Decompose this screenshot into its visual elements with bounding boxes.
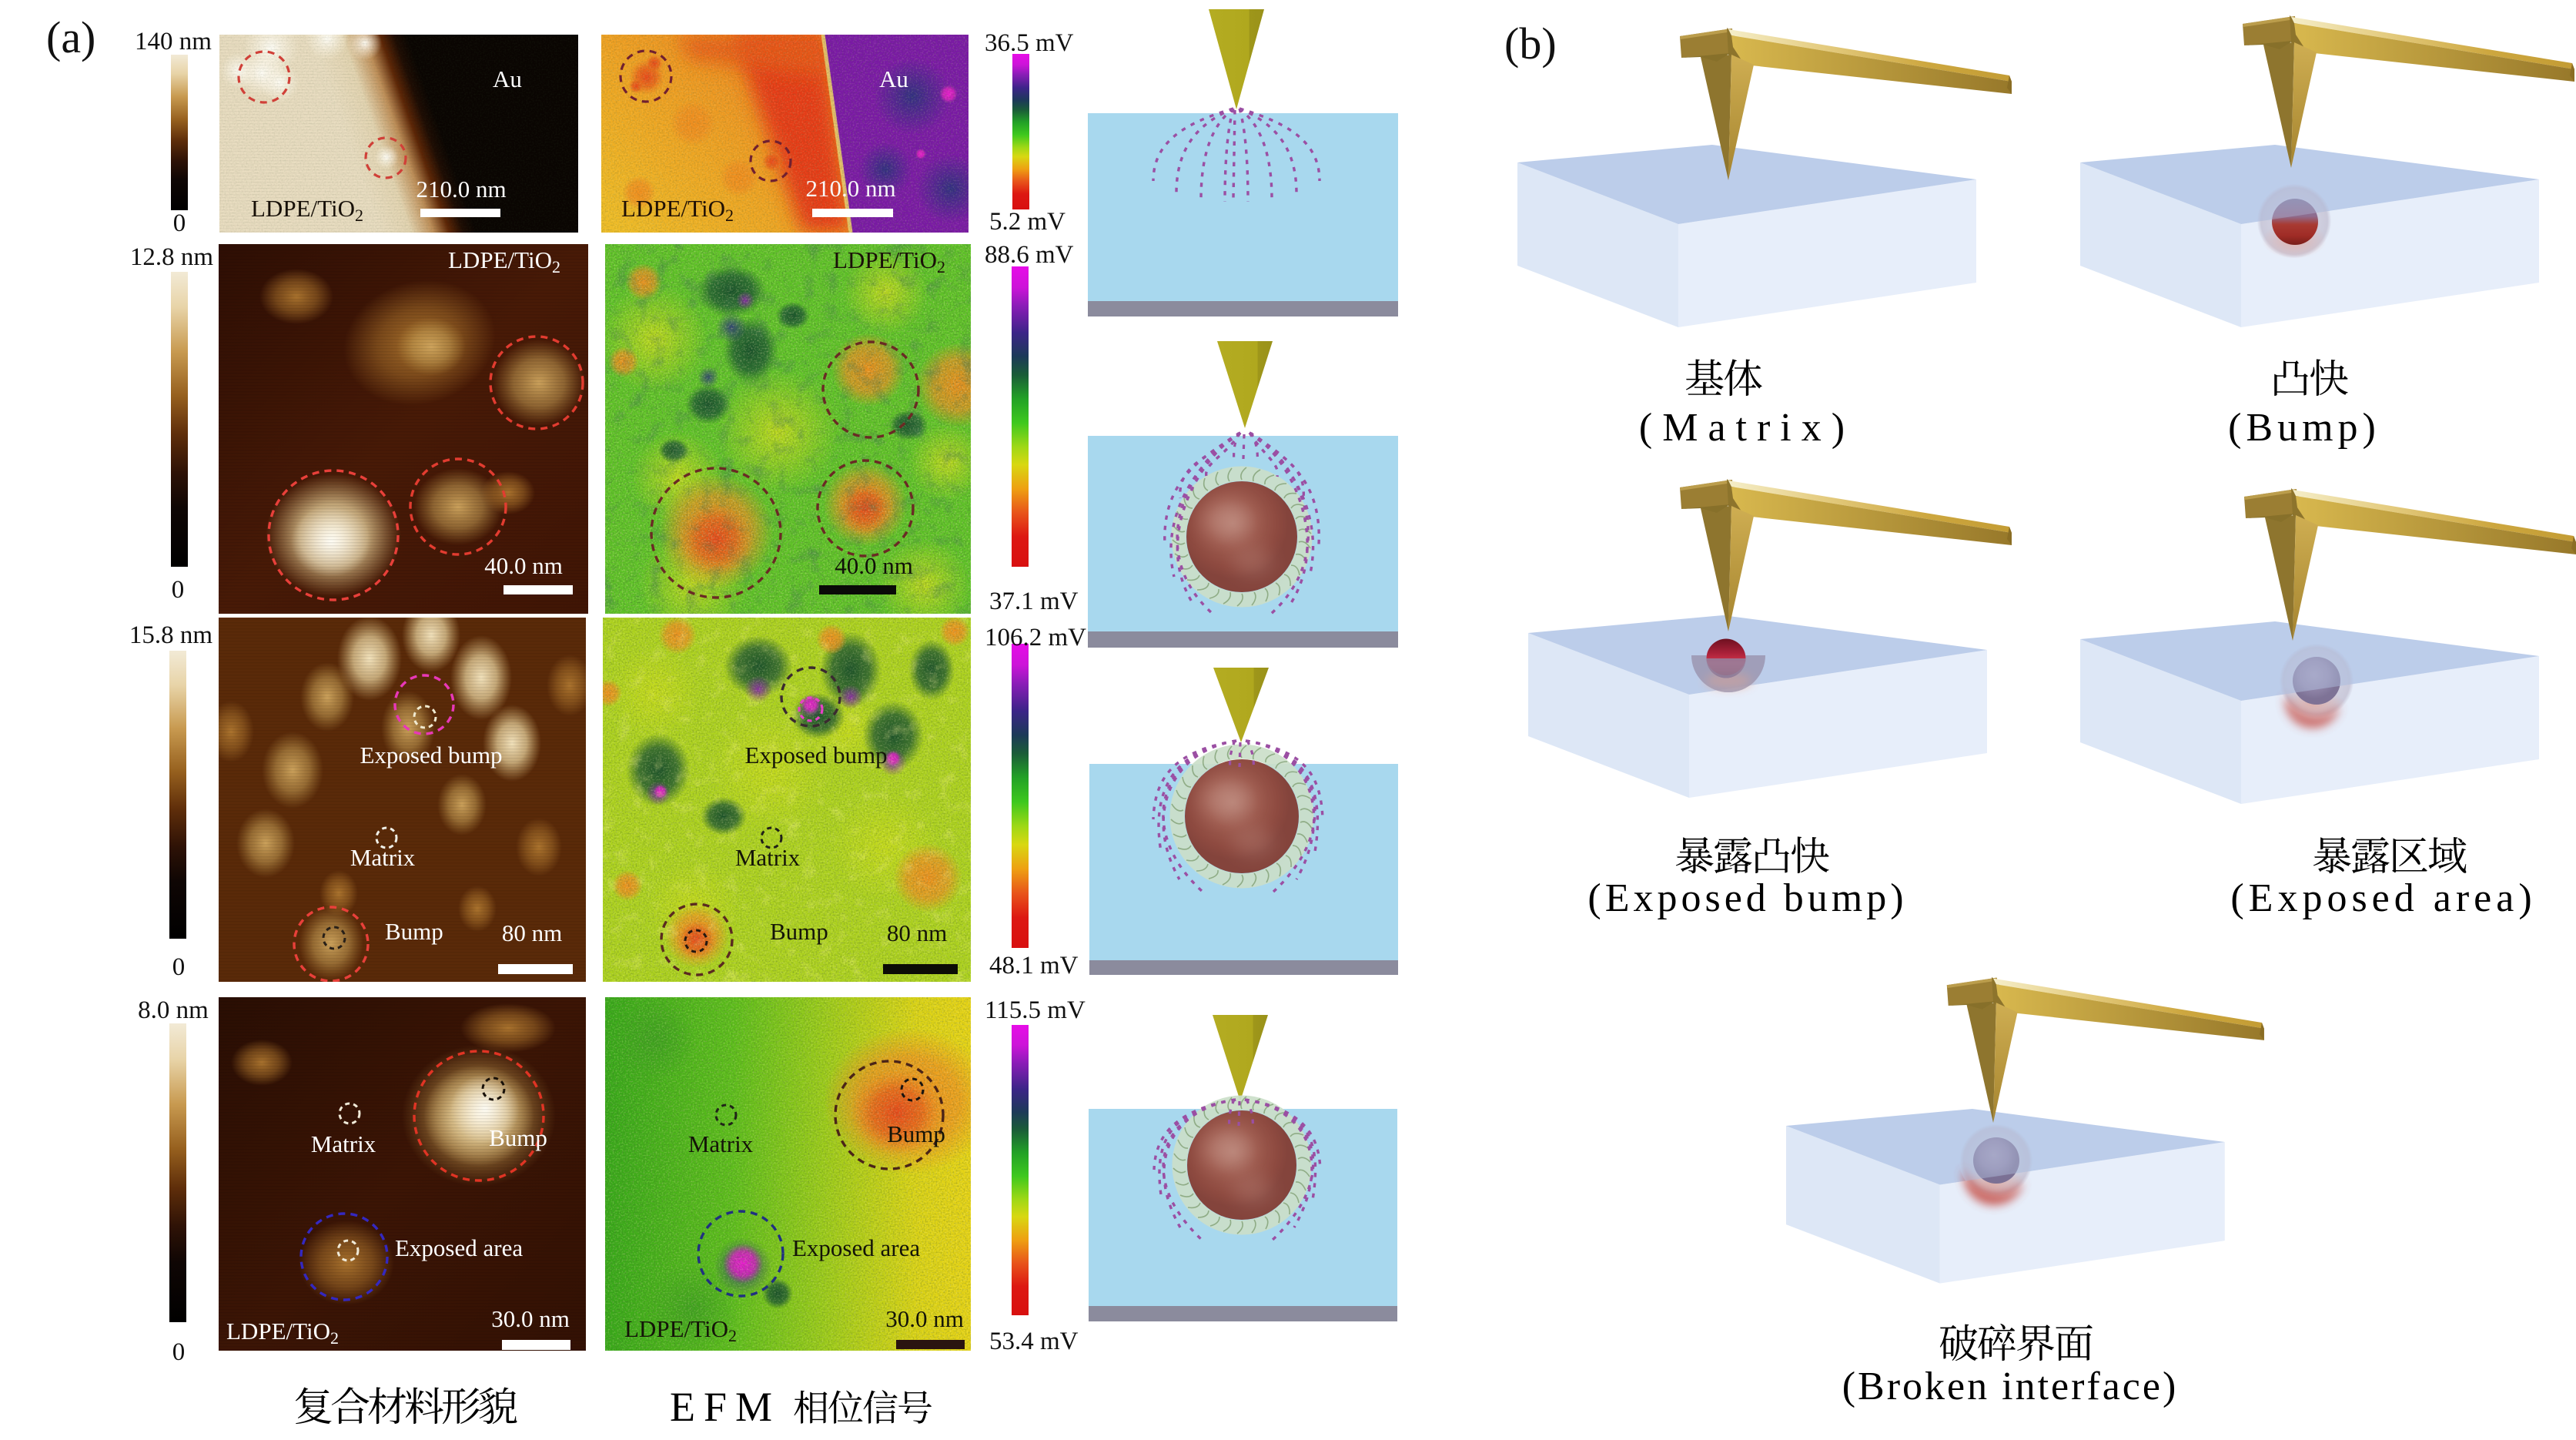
svg-text:LDPE/TiO2: LDPE/TiO2	[624, 1315, 737, 1345]
svg-text:40.0 nm: 40.0 nm	[484, 552, 563, 579]
svg-text:Exposed bump: Exposed bump	[744, 742, 887, 769]
svg-text:(a): (a)	[46, 12, 95, 62]
svg-text:0: 0	[172, 576, 185, 604]
svg-text:48.1 mV: 48.1 mV	[989, 952, 1079, 980]
svg-text:LDPE/TiO2: LDPE/TiO2	[448, 246, 560, 276]
svg-text:Exposed area: Exposed area	[395, 1234, 523, 1261]
svg-text:0: 0	[173, 209, 186, 237]
svg-text:Au: Au	[493, 65, 522, 92]
svg-text:80 nm: 80 nm	[502, 919, 562, 946]
svg-text:210.0 nm: 210.0 nm	[805, 175, 895, 202]
svg-text:Bump: Bump	[887, 1120, 945, 1147]
svg-text:0: 0	[172, 953, 186, 981]
svg-text:(b): (b)	[1504, 18, 1557, 69]
svg-text:LDPE/TiO2: LDPE/TiO2	[833, 246, 945, 276]
svg-text:(Bump): (Bump)	[2228, 406, 2380, 450]
svg-text:37.1 mV: 37.1 mV	[989, 588, 1079, 615]
svg-text:80 nm: 80 nm	[887, 919, 947, 946]
svg-text:EFM: EFM	[670, 1384, 781, 1430]
svg-text:(Broken interface): (Broken interface)	[1842, 1365, 2179, 1408]
svg-text:40.0 nm: 40.0 nm	[835, 552, 913, 579]
svg-text:Matrix: Matrix	[735, 844, 801, 871]
svg-text:LDPE/TiO2: LDPE/TiO2	[251, 195, 363, 225]
svg-text:Exposed area: Exposed area	[792, 1234, 920, 1261]
svg-text:53.4 mV: 53.4 mV	[989, 1328, 1079, 1355]
svg-text:Bump: Bump	[770, 918, 828, 945]
svg-text:(Exposed area): (Exposed area)	[2230, 876, 2536, 920]
svg-text:15.8 nm: 15.8 nm	[129, 621, 213, 649]
svg-text:Bump: Bump	[489, 1124, 547, 1151]
svg-text:88.6 mV: 88.6 mV	[985, 241, 1074, 269]
svg-text:30.0 nm: 30.0 nm	[491, 1305, 570, 1332]
svg-text:Matrix: Matrix	[688, 1130, 754, 1157]
svg-text:36.5 mV: 36.5 mV	[985, 29, 1074, 57]
svg-text:(Matrix): (Matrix)	[1639, 406, 1855, 450]
svg-text:115.5 mV: 115.5 mV	[985, 996, 1086, 1024]
svg-text:12.8 nm: 12.8 nm	[130, 243, 214, 271]
svg-text:Matrix: Matrix	[311, 1130, 376, 1157]
svg-text:140 nm: 140 nm	[135, 28, 212, 55]
svg-text:Matrix: Matrix	[350, 844, 416, 871]
svg-text:(Exposed bump): (Exposed bump)	[1587, 876, 1907, 920]
svg-text:LDPE/TiO2: LDPE/TiO2	[226, 1318, 339, 1348]
svg-text:Bump: Bump	[385, 918, 443, 945]
svg-text:Au: Au	[879, 65, 908, 92]
svg-text:210.0 nm: 210.0 nm	[416, 176, 506, 203]
svg-text:30.0 nm: 30.0 nm	[885, 1305, 964, 1332]
svg-text:5.2 mV: 5.2 mV	[989, 208, 1066, 236]
svg-text:LDPE/TiO2: LDPE/TiO2	[621, 195, 734, 225]
svg-text:Exposed bump: Exposed bump	[360, 742, 502, 769]
svg-text:0: 0	[172, 1338, 186, 1366]
svg-text:8.0 nm: 8.0 nm	[138, 996, 209, 1024]
svg-text:106.2 mV: 106.2 mV	[985, 624, 1086, 651]
